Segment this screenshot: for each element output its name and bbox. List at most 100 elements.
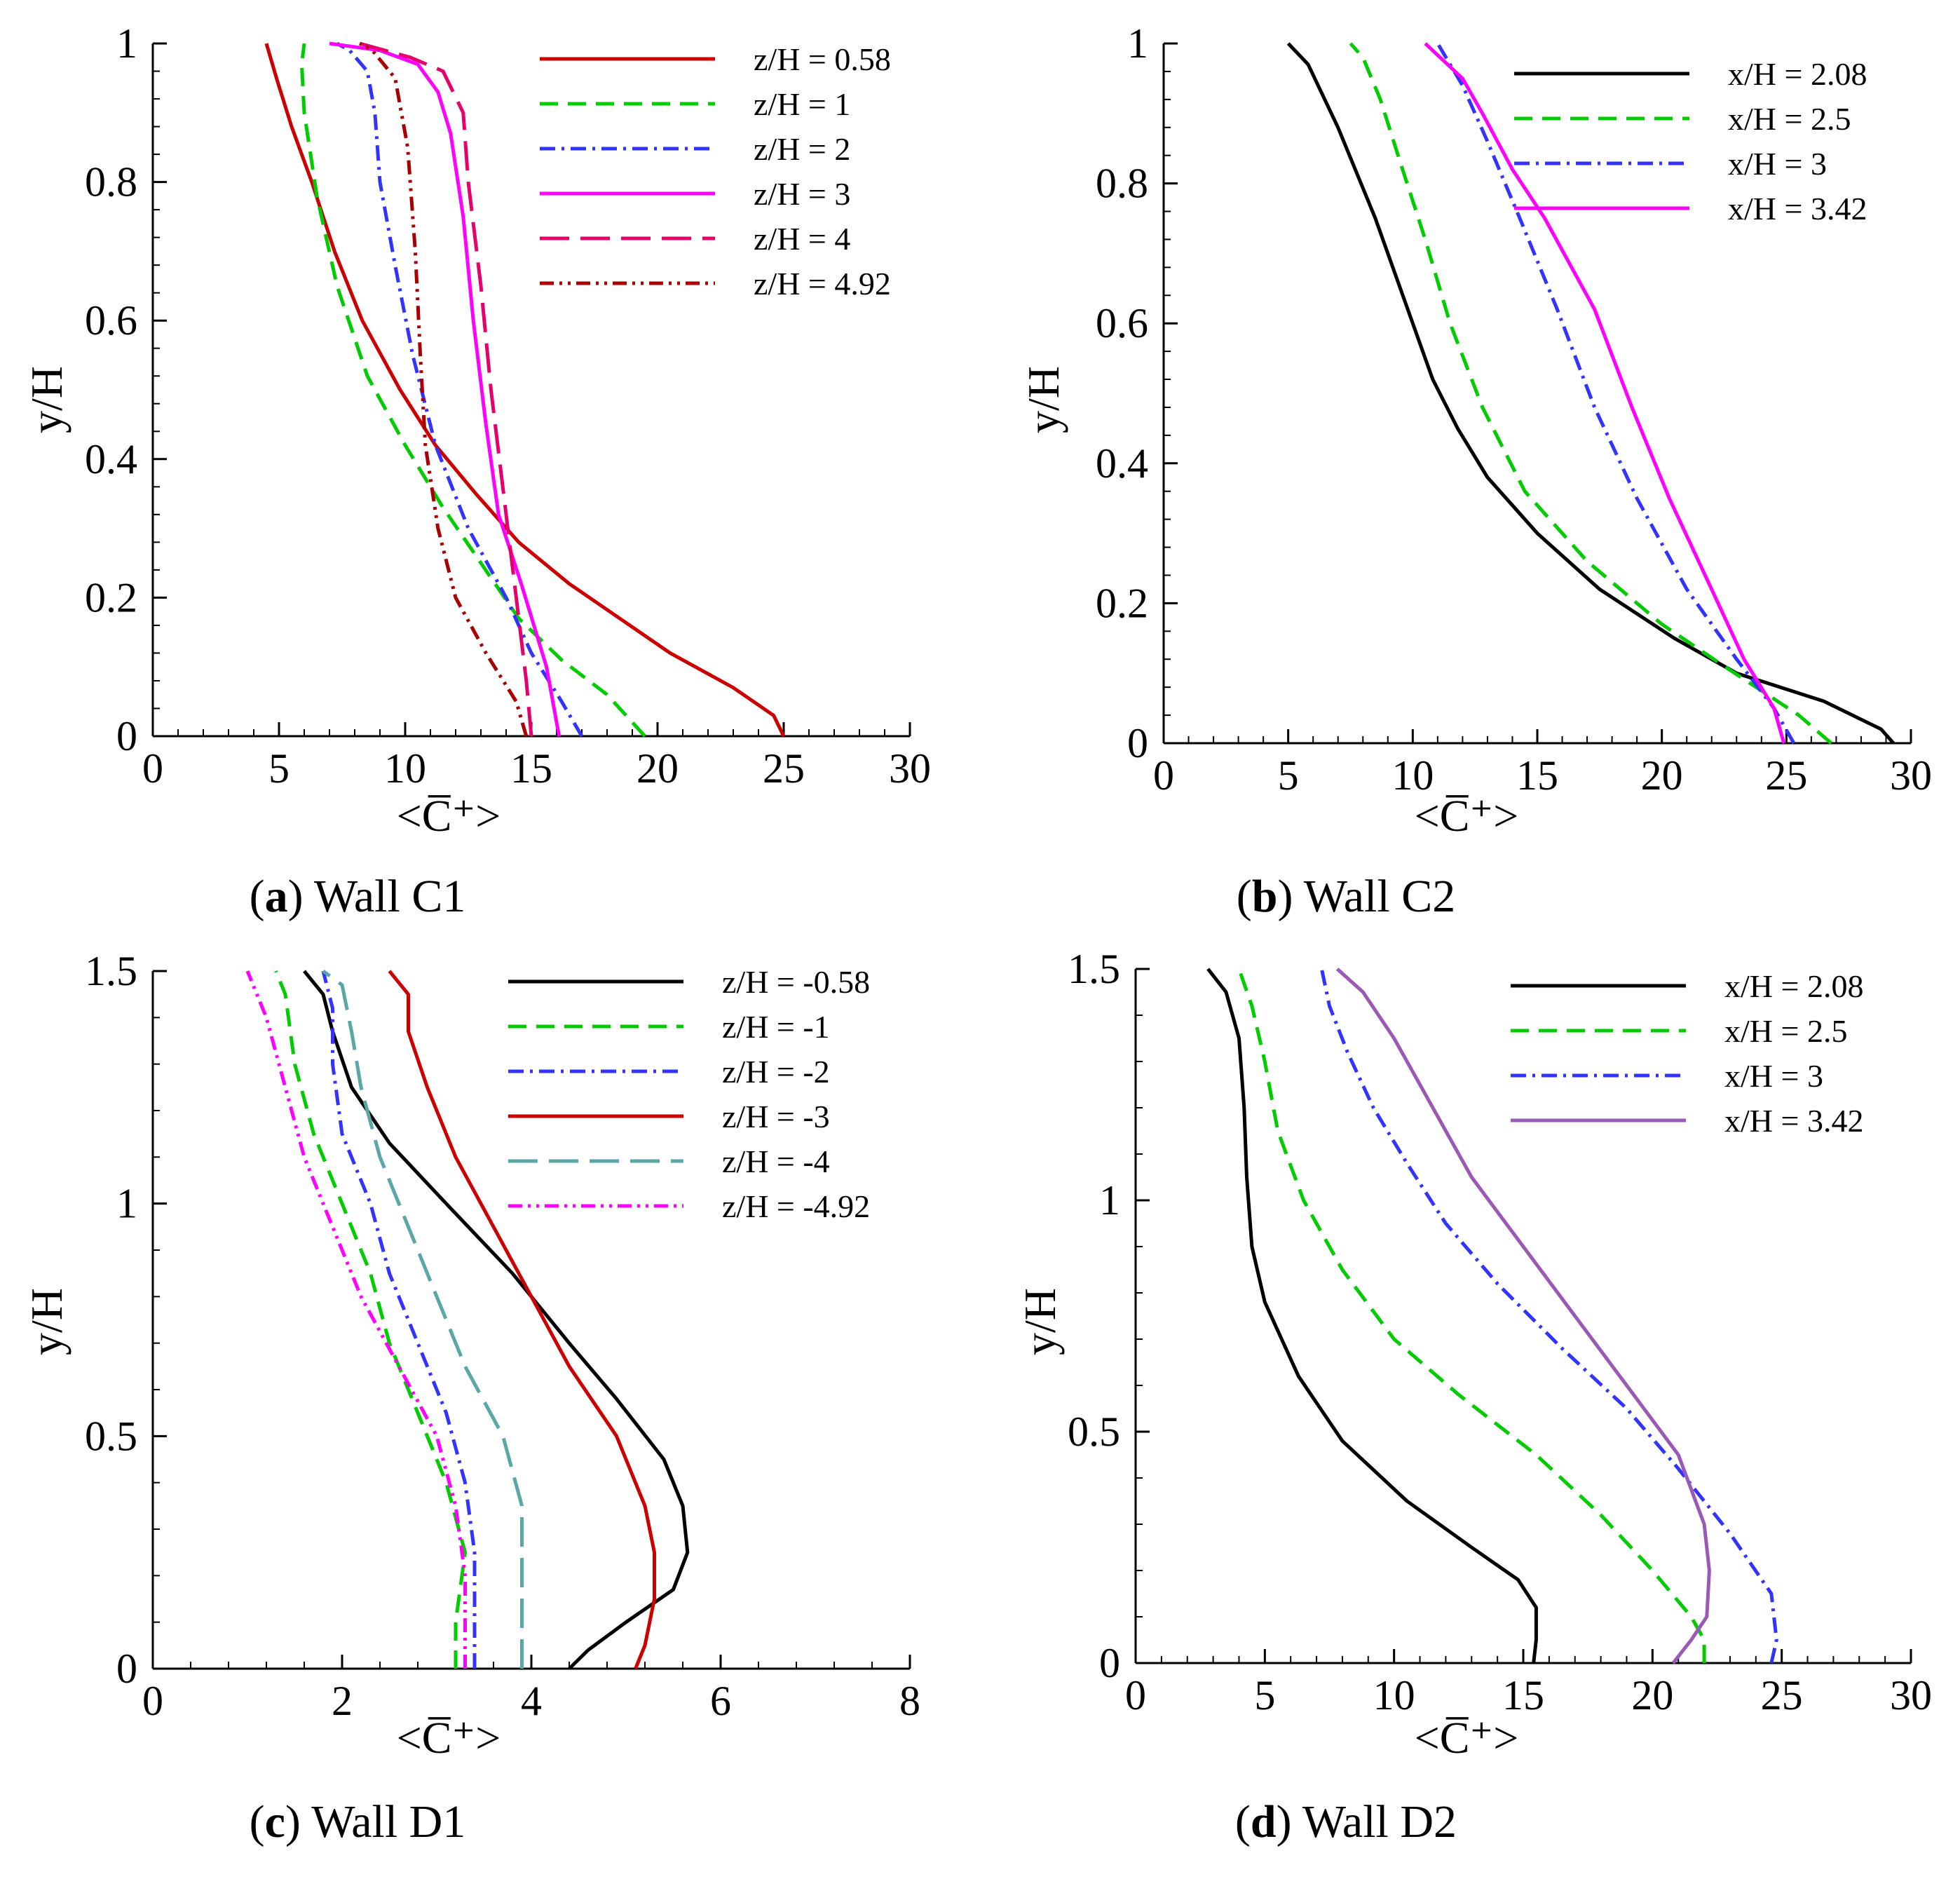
- x-tick-label: 5: [268, 745, 290, 792]
- x-tick-label: 0: [1153, 752, 1174, 799]
- series-line-6: [245, 970, 467, 1669]
- caption-text: ) Wall C2: [1277, 871, 1455, 922]
- y-tick-label: 1: [116, 20, 137, 67]
- caption-letter: a: [265, 871, 288, 922]
- panel-caption: (c) Wall D1: [250, 1796, 466, 1847]
- x-tick-label: 0: [142, 745, 163, 792]
- caption-text: ) Wall D1: [285, 1796, 465, 1847]
- y-tick-label: 0.4: [85, 436, 137, 482]
- caption-text: ) Wall D2: [1277, 1796, 1457, 1847]
- y-tick-label: 0.8: [85, 159, 137, 205]
- legend-label: z/H = 4.92: [754, 266, 891, 301]
- y-tick-label: 0.2: [1096, 580, 1148, 626]
- legend-label: z/H = 1: [754, 86, 850, 122]
- legend-label: z/H = -4.92: [722, 1188, 870, 1224]
- legend-label: z/H = -4: [722, 1144, 830, 1179]
- series-line-1: [264, 43, 786, 738]
- caption-letter: b: [1252, 871, 1278, 922]
- series-line-3: [321, 970, 477, 1669]
- x-axis-title: <C̅⁺>: [1415, 1713, 1519, 1763]
- y-tick-label: 1: [1127, 20, 1148, 67]
- legend-label: z/H = -0.58: [722, 964, 870, 1000]
- x-tick-label: 25: [1761, 1672, 1803, 1718]
- legend-label: x/H = 2.5: [1728, 101, 1851, 137]
- legend-label: z/H = 4: [754, 221, 850, 257]
- x-tick-label: 5: [1254, 1672, 1275, 1718]
- x-tick-label: 0: [142, 1678, 163, 1724]
- y-tick-label: 1: [116, 1181, 137, 1227]
- y-tick-label: 0.5: [1068, 1409, 1120, 1455]
- panel-caption: (b) Wall C2: [1237, 871, 1456, 922]
- y-axis-title: y/H: [1019, 366, 1068, 433]
- series-line-4: [1424, 42, 1786, 744]
- legend-label: x/H = 2.5: [1724, 1013, 1847, 1049]
- caption-open-paren: (: [1235, 1796, 1251, 1847]
- caption-open-paren: (: [250, 1796, 265, 1847]
- series-line-4: [1335, 968, 1711, 1664]
- y-tick-label: 0: [1127, 720, 1148, 766]
- caption-letter: d: [1251, 1796, 1277, 1847]
- x-tick-label: 20: [637, 745, 679, 792]
- series-line-3: [1436, 42, 1796, 745]
- x-tick-label: 10: [1391, 752, 1434, 799]
- series-line-1: [1286, 42, 1895, 745]
- caption-open-paren: (: [250, 871, 265, 922]
- legend-label: z/H = 3: [754, 176, 850, 212]
- x-tick-label: 8: [899, 1678, 920, 1724]
- y-tick-label: 0.6: [85, 297, 137, 344]
- series-line-4: [388, 970, 656, 1669]
- panel-b-wall-c2: 0 5 10 15 20 25 30 0 0.2 0.4 0.6 0.8 1 <C̅⁺> y/H x/H = …: [1019, 20, 1932, 922]
- x-tick-label: 0: [1125, 1672, 1146, 1718]
- x-tick-label: 15: [510, 745, 552, 792]
- x-axis-title: <C̅⁺>: [397, 791, 501, 841]
- legend-label: x/H = 3: [1728, 146, 1827, 182]
- x-tick-label: 15: [1516, 752, 1558, 799]
- y-tick-label: 0: [1099, 1640, 1120, 1686]
- y-tick-label: 0: [116, 713, 137, 759]
- legend-label: z/H = 2: [754, 131, 850, 167]
- series-line-2: [274, 970, 467, 1669]
- series-line-1: [1206, 968, 1538, 1664]
- series-line-2: [1349, 42, 1832, 745]
- y-tick-label: 0: [116, 1646, 137, 1692]
- y-tick-label: 0.5: [85, 1413, 137, 1459]
- series-line-3: [336, 41, 584, 738]
- legend-label: z/H = -1: [722, 1009, 830, 1045]
- x-tick-label: 6: [710, 1678, 731, 1724]
- y-tick-label: 0.6: [1096, 300, 1148, 346]
- panel-a-wall-c1: 0 5 10 15 20 25 30 0 0.2 0.4 0.6 0.8 1 <C̅⁺> y/H z/H = …: [22, 20, 931, 922]
- panel-d-wall-d2: 0 5 10 15 20 25 30 0 0.5 1 1.5 <C̅⁺> y/H x/H = 2.08 x/…: [1015, 946, 1932, 1847]
- x-tick-label: 10: [384, 745, 426, 792]
- x-tick-label: 20: [1631, 1672, 1673, 1718]
- x-tick-label: 4: [521, 1678, 542, 1724]
- panel-caption: (d) Wall D2: [1235, 1796, 1457, 1847]
- y-tick-label: 1: [1099, 1177, 1120, 1223]
- series-line-2: [299, 43, 646, 738]
- panel-c-wall-d1: 0 2 4 6 8 0 0.5 1 1.5 <C̅⁺> y/H z/H = -0.58 z/H = -1…: [22, 948, 920, 1847]
- x-tick-label: 30: [889, 745, 931, 792]
- legend-label: z/H = -2: [722, 1054, 830, 1090]
- series-line-4: [329, 41, 562, 737]
- legend-label: x/H = 3.42: [1724, 1103, 1863, 1139]
- y-axis-title: y/H: [22, 1288, 72, 1355]
- y-tick-label: 0.8: [1096, 161, 1148, 207]
- x-axis-title: <C̅⁺>: [1415, 791, 1519, 841]
- series-line-5: [322, 969, 524, 1669]
- y-axis-title: y/H: [22, 366, 72, 433]
- y-tick-label: 0.2: [85, 574, 137, 620]
- series-line-6: [358, 41, 529, 737]
- y-tick-label: 0.4: [1096, 440, 1148, 487]
- caption-open-paren: (: [1237, 871, 1252, 922]
- y-tick-label: 1.5: [85, 948, 137, 994]
- legend-label: x/H = 3.42: [1728, 191, 1867, 226]
- x-tick-label: 15: [1502, 1672, 1544, 1718]
- caption-text: ) Wall C1: [288, 871, 466, 922]
- series-line-3: [1319, 968, 1778, 1664]
- legend-label: x/H = 2.08: [1728, 56, 1867, 92]
- x-tick-label: 30: [1890, 1672, 1932, 1718]
- legend-label: z/H = -3: [722, 1099, 830, 1134]
- legend-label: x/H = 3: [1724, 1058, 1823, 1094]
- x-axis-title: <C̅⁺>: [397, 1713, 501, 1763]
- panel-caption: (a) Wall C1: [250, 871, 466, 922]
